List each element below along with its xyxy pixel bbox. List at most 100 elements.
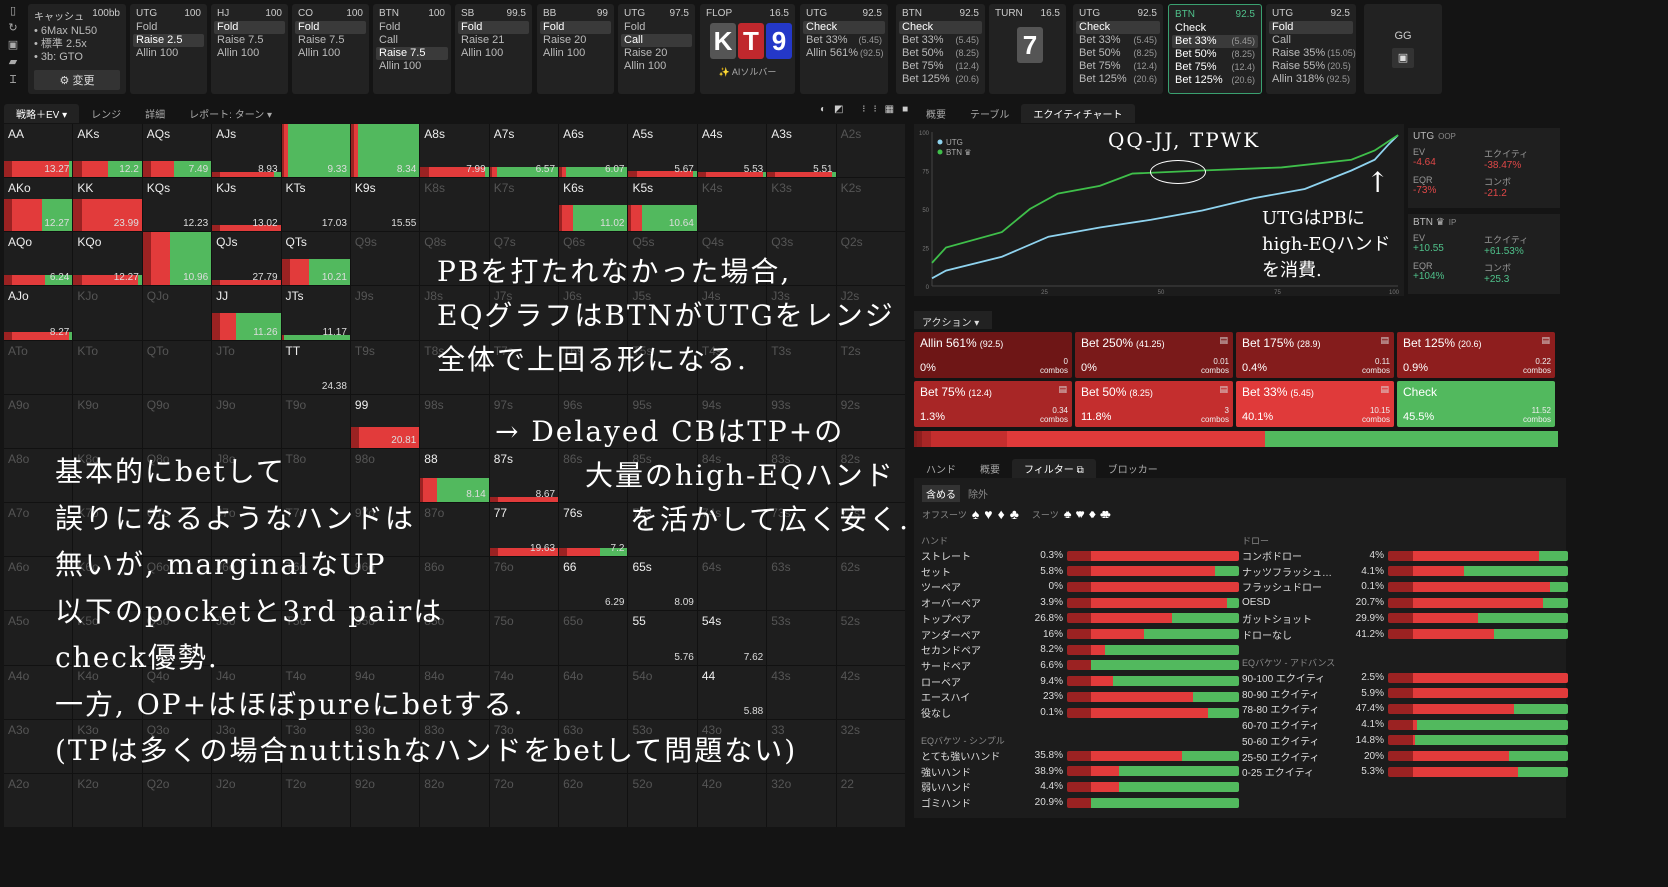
hand-cell-Q8s[interactable]: Q8s bbox=[420, 232, 489, 286]
hand-cell-A2o[interactable]: A2o bbox=[4, 773, 73, 827]
hand-cell-94s[interactable]: 94s bbox=[697, 394, 767, 448]
hand-cell-87o[interactable]: 87o bbox=[420, 503, 489, 557]
hand-cell-T8s[interactable]: T8s bbox=[420, 340, 489, 394]
hand-cell-63s[interactable]: 63s bbox=[767, 557, 836, 611]
hand-cell-54s[interactable]: 54s 7.62 bbox=[697, 611, 767, 665]
hand-cell-J6s[interactable]: J6s bbox=[559, 286, 628, 340]
hand-cell-63o[interactable]: 63o bbox=[559, 719, 628, 773]
filter-row[interactable]: アンダーペア 16% bbox=[921, 627, 1239, 642]
hand-cell-84s[interactable]: 84s bbox=[697, 448, 767, 503]
action-tile[interactable]: Bet 175% (28.9) ▤ 0.4% 0.11 combos bbox=[1236, 332, 1394, 378]
hand-cell-K4o[interactable]: K4o bbox=[73, 665, 142, 719]
hand-cell-T7s[interactable]: T7s bbox=[489, 340, 559, 394]
lower-tab-3[interactable]: ブロッカー bbox=[1107, 465, 1158, 476]
hand-cell-T9s[interactable]: T9s bbox=[350, 340, 420, 394]
hand-cell-85s[interactable]: 85s bbox=[628, 448, 697, 503]
hand-cell-QTo[interactable]: QTo bbox=[142, 340, 212, 394]
hand-cell-J4o[interactable]: J4o bbox=[212, 665, 281, 719]
filter-row[interactable]: 78-80 エクイティ 47.4% bbox=[1242, 701, 1568, 716]
hand-cell-Q9o[interactable]: Q9o bbox=[142, 394, 212, 448]
hand-cell-72s[interactable]: 72s bbox=[836, 503, 905, 557]
hand-cell-A3o[interactable]: A3o bbox=[4, 719, 73, 773]
hand-cell-K9s[interactable]: K9s 15.55 bbox=[350, 178, 420, 232]
hand-cell-Q2o[interactable]: Q2o bbox=[142, 773, 212, 827]
filter-row[interactable]: 0-25 エクイティ 5.3% bbox=[1242, 764, 1568, 779]
filter-row[interactable]: とても強いハンド 35.8% bbox=[921, 748, 1239, 763]
filter-row[interactable]: ゴミハンド 20.9% bbox=[921, 795, 1239, 810]
hand-cell-83o[interactable]: 83o bbox=[420, 719, 489, 773]
hand-cell-T5o[interactable]: T5o bbox=[281, 611, 350, 665]
hand-cell-J4s[interactable]: J4s bbox=[697, 286, 767, 340]
hand-cell-J2o[interactable]: J2o bbox=[212, 773, 281, 827]
action-option[interactable]: Call bbox=[1269, 34, 1353, 47]
action-option[interactable]: Fold bbox=[376, 21, 448, 34]
hand-cell-J8s[interactable]: J8s bbox=[420, 286, 489, 340]
hand-cell-K7s[interactable]: K7s bbox=[489, 178, 559, 232]
action-option[interactable]: Raise 21 bbox=[458, 34, 529, 47]
action-option[interactable]: Fold bbox=[540, 21, 611, 34]
hand-cell-53o[interactable]: 53o bbox=[628, 719, 697, 773]
filter-row[interactable]: 役なし 0.1% bbox=[921, 705, 1239, 720]
hand-cell-53s[interactable]: 53s bbox=[767, 611, 836, 665]
hand-cell-A4o[interactable]: A4o bbox=[4, 665, 73, 719]
hand-cell-74s[interactable]: 74s bbox=[697, 503, 767, 557]
tab-1[interactable]: レンジ bbox=[91, 110, 122, 121]
hand-cell-A6o[interactable]: A6o bbox=[4, 557, 73, 611]
hand-cell-A5o[interactable]: A5o bbox=[4, 611, 73, 665]
hand-cell-95s[interactable]: 95s bbox=[628, 394, 697, 448]
action-option[interactable]: Call bbox=[376, 34, 448, 47]
hand-cell-Q9s[interactable]: Q9s bbox=[350, 232, 420, 286]
hand-cell-52s[interactable]: 52s bbox=[836, 611, 905, 665]
hand-cell-J9s[interactable]: J9s bbox=[350, 286, 420, 340]
save-icon[interactable]: ▣ bbox=[1392, 48, 1414, 68]
include-toggle[interactable]: 含める bbox=[922, 485, 960, 502]
hand-cell-73s[interactable]: 73s bbox=[767, 503, 836, 557]
hand-cell-J5o[interactable]: J5o bbox=[212, 611, 281, 665]
action-option[interactable]: Raise 2.5 bbox=[133, 34, 204, 47]
hand-cell-Q7s[interactable]: Q7s bbox=[489, 232, 559, 286]
suited-2-icon[interactable]: ♦♦ bbox=[1088, 507, 1097, 521]
lower-tab-0[interactable]: ハンド bbox=[926, 465, 956, 476]
action-option[interactable]: Fold bbox=[214, 21, 285, 34]
action-tile[interactable]: Bet 50% (8.25) ▤ 11.8% 3 combos bbox=[1075, 381, 1233, 427]
hand-cell-86s[interactable]: 86s bbox=[559, 448, 628, 503]
hand-cell-J3o[interactable]: J3o bbox=[212, 719, 281, 773]
hand-cell-KJo[interactable]: KJo bbox=[73, 286, 142, 340]
hand-cell-T9o[interactable]: T9o bbox=[281, 394, 350, 448]
hand-cell-85o[interactable]: 85o bbox=[420, 611, 489, 665]
filter-row[interactable]: OESD 20.7% bbox=[1242, 595, 1568, 610]
hand-cell-54o[interactable]: 54o bbox=[628, 665, 697, 719]
hand-cell-42s[interactable]: 42s bbox=[836, 665, 905, 719]
hand-cell-92o[interactable]: 92o bbox=[350, 773, 420, 827]
action-option[interactable]: Allin 100 bbox=[295, 47, 366, 60]
change-button[interactable]: ⚙ 変更 bbox=[34, 70, 120, 90]
hand-cell-62s[interactable]: 62s bbox=[836, 557, 905, 611]
filter-row[interactable]: サードペア 6.6% bbox=[921, 658, 1239, 673]
suited-1-icon[interactable]: ♥♥ bbox=[1075, 507, 1086, 521]
action-option[interactable]: Raise 7.5 bbox=[214, 34, 285, 47]
filter-row[interactable]: 25-50 エクイティ 20% bbox=[1242, 749, 1568, 764]
hand-cell-K2o[interactable]: K2o bbox=[73, 773, 142, 827]
filter-row[interactable]: ローペア 9.4% bbox=[921, 674, 1239, 689]
tile-edit-icon[interactable]: ▤ bbox=[1380, 335, 1389, 345]
action-option[interactable]: Check bbox=[1172, 22, 1258, 35]
hand-cell-87s[interactable]: 87s 8.67 bbox=[489, 448, 559, 503]
hand-cell-JTo[interactable]: JTo bbox=[212, 340, 281, 394]
tab-0[interactable]: 戦略＋EV ▾ bbox=[4, 104, 80, 123]
hand-cell-97s[interactable]: 97s bbox=[489, 394, 559, 448]
hand-cell-K4s[interactable]: K4s bbox=[697, 178, 767, 232]
hand-cell-T4s[interactable]: T4s bbox=[697, 340, 767, 394]
hand-cell-32o[interactable]: 32o bbox=[767, 773, 836, 827]
hand-cell-ATs[interactable]: ATs9.33 bbox=[281, 124, 350, 178]
offsuit-1-icon[interactable]: ♥ bbox=[984, 506, 993, 522]
hand-cell-93o[interactable]: 93o bbox=[350, 719, 420, 773]
hand-cell-Q3s[interactable]: Q3s bbox=[767, 232, 836, 286]
action-option[interactable]: Raise 35% (15.05) bbox=[1269, 47, 1356, 60]
hand-cell-Q8o[interactable]: Q8o bbox=[142, 448, 212, 503]
action-option[interactable]: Allin 100 bbox=[621, 60, 692, 73]
hand-cell-82s[interactable]: 82s bbox=[836, 448, 905, 503]
action-option[interactable]: Raise 7.5 bbox=[295, 34, 366, 47]
suited-0-icon[interactable]: ♠♠ bbox=[1063, 507, 1071, 521]
hand-cell-96o[interactable]: 96o bbox=[350, 557, 420, 611]
hand-cell-AKs[interactable]: AKs 12.2 bbox=[73, 124, 142, 178]
